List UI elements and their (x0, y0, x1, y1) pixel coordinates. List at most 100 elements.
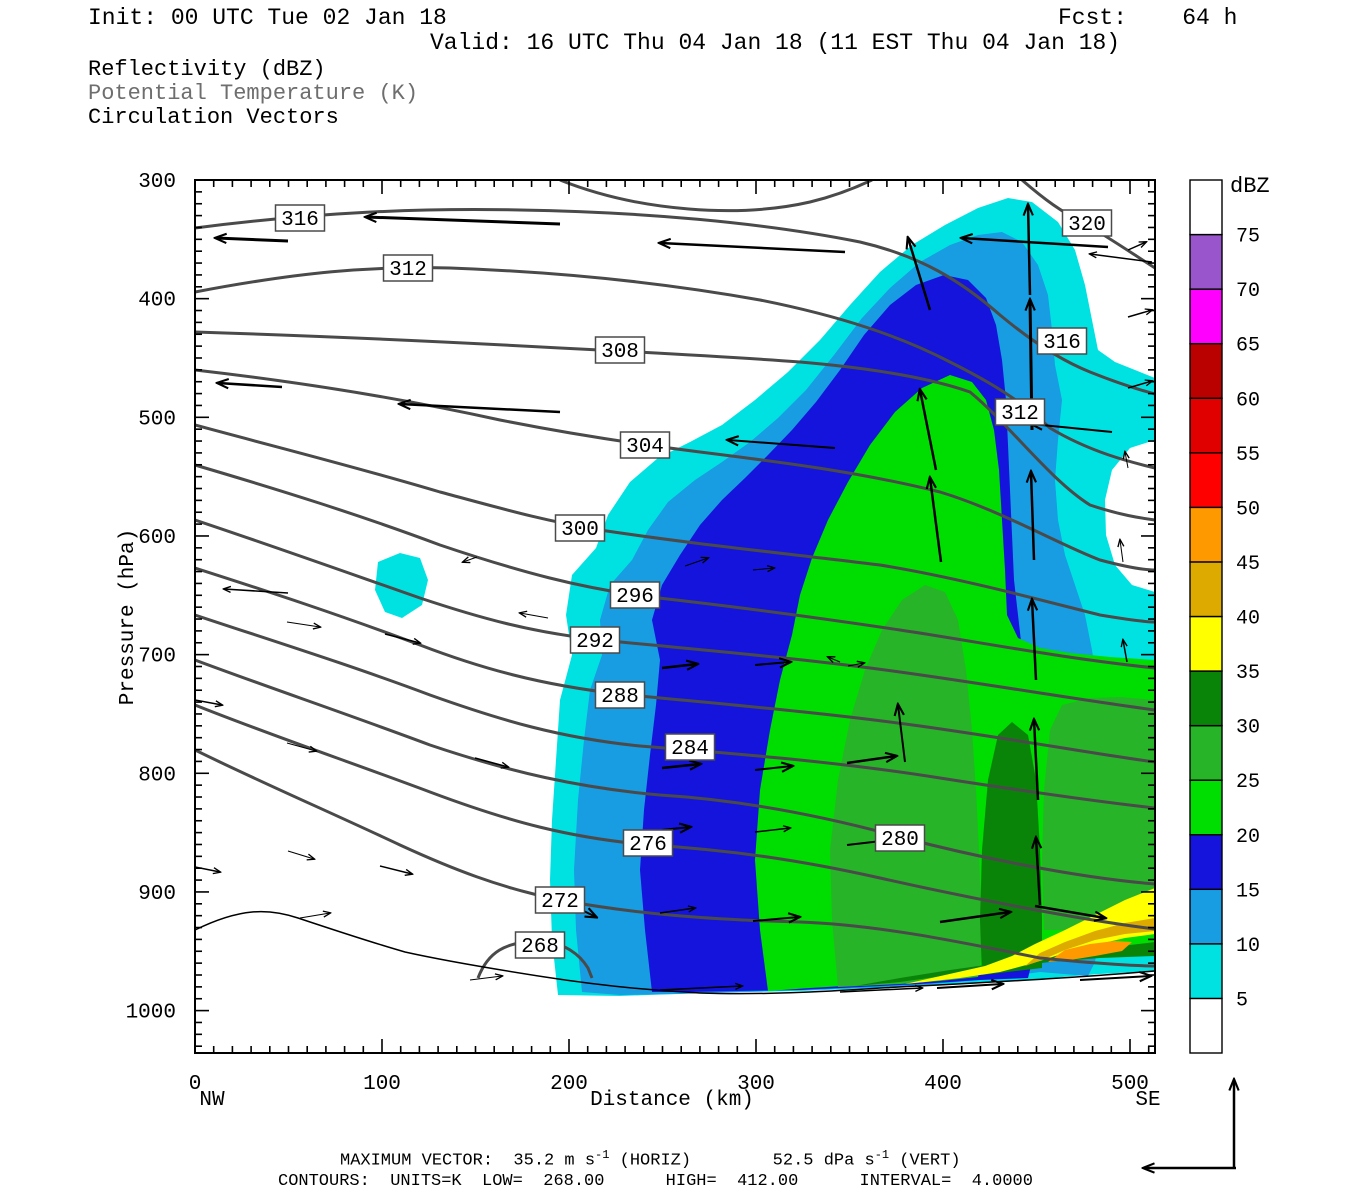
colorbar-tick-label: 60 (1236, 389, 1260, 412)
colorbar-tick-label: 70 (1236, 280, 1260, 303)
contour-label-text: 284 (671, 738, 709, 761)
y-tick-label: 400 (138, 290, 176, 313)
theta-contour-308 (195, 330, 1155, 522)
wind-vector (287, 850, 314, 859)
y-tick-label: 900 (138, 883, 176, 906)
colorbar-segment (1189, 724, 1223, 781)
wind-vector (684, 558, 708, 567)
contour-label-text: 300 (561, 519, 599, 542)
init-time-label: Init: 00 UTC Tue 02 Jan 18 (88, 5, 447, 31)
wind-vector (1034, 904, 1105, 918)
dbz-fill-25 (830, 585, 981, 987)
contour-label-text: 316 (281, 209, 319, 232)
dbz-fill-40 (1025, 918, 1155, 966)
wind-vector (898, 705, 906, 763)
field-reflectivity-label: Reflectivity (dBZ) (88, 57, 326, 82)
wind-vector (1120, 540, 1123, 563)
wind-vector (1123, 640, 1128, 663)
x-tick-label: 500 (1111, 1073, 1149, 1096)
wind-vector (299, 913, 330, 919)
contour-label-box (514, 931, 566, 959)
colorbar-tick-label: 50 (1236, 498, 1260, 521)
wind-vector (286, 742, 316, 751)
wind-vector (1127, 242, 1146, 251)
x-tick-label: 200 (550, 1073, 588, 1096)
contour-info-label: CONTOURS: UNITS=K LOW= 268.00 HIGH= 412.… (278, 1172, 1033, 1191)
colorbar-segment (1189, 397, 1223, 454)
colorbar-segment (1189, 997, 1223, 1054)
wind-vector (936, 984, 1002, 988)
x-tick-label: 0 (189, 1073, 202, 1096)
wind-vector (752, 917, 799, 921)
wind-vector (939, 912, 1010, 924)
wind-vector (1034, 720, 1038, 801)
contour-label-text: 308 (601, 341, 639, 364)
field-theta-label: Potential Temperature (K) (88, 81, 419, 106)
x-axis-right-label: SE (1135, 1089, 1160, 1112)
contour-label-text: 272 (541, 891, 579, 914)
x-tick-label: 300 (737, 1073, 775, 1096)
wind-vector (400, 404, 561, 414)
theta-contour-272 (195, 748, 1155, 968)
wind-vector (847, 663, 864, 666)
valid-time-label: Valid: 16 UTC Thu 04 Jan 18 (11 EST Thu … (430, 30, 1121, 56)
contour-label-box (664, 733, 716, 761)
contour-label-text: 296 (616, 586, 654, 609)
contour-label-text: 312 (389, 259, 427, 282)
wind-vector (908, 238, 932, 311)
circulation-vectors (195, 205, 1153, 993)
colorbar-segment (1189, 452, 1223, 509)
x-axis-left-label: NW (199, 1089, 225, 1112)
wind-vector (846, 756, 896, 765)
colorbar-segment (1189, 288, 1223, 345)
contour-label-box (1061, 209, 1113, 237)
wind-vector (474, 757, 508, 767)
wind-vector (1125, 452, 1128, 469)
colorbar-tick-label: 15 (1236, 880, 1260, 903)
wind-vector (384, 633, 420, 643)
colorbar-segment (1189, 670, 1223, 727)
theta-contour-320 (559, 180, 873, 213)
dbz-fill-25 (1042, 697, 1155, 930)
plot-frame (194, 179, 1156, 1054)
colorbar-segment (1189, 506, 1223, 563)
wind-vector (659, 908, 695, 914)
contour-label-box (534, 886, 586, 914)
y-axis-title: Pressure (hPa) (117, 529, 140, 705)
contour-label-box (874, 824, 926, 852)
colorbar-tick-label: 25 (1236, 771, 1260, 794)
contour-label-box (594, 681, 646, 709)
colorbar-tick-label: 30 (1236, 717, 1260, 740)
reflectivity-shading (375, 198, 1155, 996)
reference-vectors (1144, 1080, 1236, 1168)
contour-label-box (554, 514, 606, 542)
wind-vector (728, 440, 836, 449)
wind-vector (520, 613, 549, 619)
y-tick-label: 600 (138, 527, 176, 550)
wind-vector (218, 383, 283, 387)
colorbar-segment (1189, 888, 1223, 945)
contour-label-text: 312 (1001, 403, 1039, 426)
contour-label-box (382, 254, 434, 282)
wind-vector (828, 657, 841, 662)
colorbar-tick-label: 5 (1236, 989, 1248, 1012)
contour-label-text: 316 (1043, 332, 1081, 355)
wind-vector (379, 865, 412, 874)
wind-vector (1079, 976, 1150, 980)
wind-vector (754, 766, 792, 770)
colorbar-tick-label: 35 (1236, 662, 1260, 685)
contour-label-text: 304 (626, 436, 664, 459)
wind-vector (286, 621, 320, 627)
colorbar-segment (1189, 561, 1223, 618)
colorbar-tick-label: 65 (1236, 335, 1260, 358)
theta-contour-292 (195, 518, 1155, 712)
wind-vector (1090, 254, 1153, 263)
theta-contour-316 (195, 208, 1155, 396)
wind-vector (224, 589, 289, 594)
x-tick-label: 100 (363, 1073, 401, 1096)
wind-vector (1032, 424, 1113, 433)
max-vector-label: MAXIMUM VECTOR: 35.2 m s-1 (HORIZ) 52.5 … (340, 1148, 961, 1171)
theta-contour-300 (195, 423, 1155, 624)
